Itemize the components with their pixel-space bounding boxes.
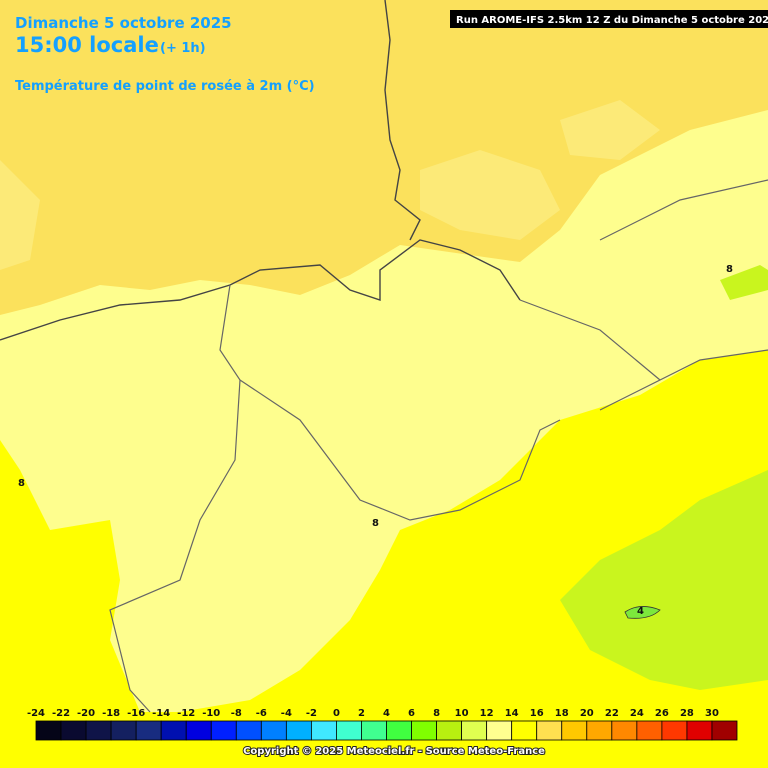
contour-label: 8 [726,264,733,275]
legend-swatch [361,720,387,741]
legend-label: -8 [231,708,242,719]
legend-label: -18 [102,708,120,719]
contour-label: 4 [637,606,644,617]
run-info: Run AROME-IFS 2.5km 12 Z du Dimanche 5 o… [456,15,768,26]
legend-swatch [110,720,137,741]
legend-label: -22 [52,708,70,719]
legend-swatch [260,720,287,741]
legend-label: -2 [306,708,317,719]
legend-swatch [586,720,613,741]
field-zone [560,265,768,690]
legend-label: -16 [127,708,145,719]
legend-label: 0 [333,708,340,719]
legend-label: 18 [555,708,569,719]
field-zone [0,350,768,768]
legend-swatch [561,720,588,741]
legend-label: 14 [505,708,519,719]
legend-swatch [461,720,488,741]
run-info-box [450,10,768,28]
legend-swatch [135,720,162,741]
field-zone [0,100,660,270]
legend-swatch [686,720,713,741]
legend-label: -12 [177,708,195,719]
legend-label: -20 [77,708,95,719]
legend-label: 16 [530,708,544,719]
legend-swatch [486,720,513,741]
legend-swatch [611,720,638,741]
legend-label: 2 [358,708,365,719]
legend-swatch [386,720,412,741]
legend-swatch [160,720,187,741]
legend-swatch [85,720,112,741]
legend-swatch [411,720,437,741]
legend-label: 26 [655,708,669,719]
legend-swatch [511,720,538,741]
forecast-date: Dimanche 5 octobre 2025 [15,14,232,32]
legend-label: -14 [152,708,170,719]
legend-swatch [210,720,237,741]
legend-label: -4 [281,708,292,719]
legend-swatch [536,720,563,741]
border-line [109,179,768,713]
copyright: Copyright © 2025 Meteociel.fr - Source M… [243,746,545,757]
color-legend: -24 -22 -20 -18 -16 -14 -12 -10 -8 -6 -4 -2 0 2 4 6 8 10 1… [27,708,738,741]
field-zone [624,606,661,619]
legend-swatch [310,720,337,741]
legend-label: 24 [630,708,644,719]
legend-label: 8 [433,708,440,719]
legend-label: 4 [383,708,390,719]
legend-label: 30 [705,708,719,719]
legend-label: 10 [455,708,469,719]
legend-swatch [185,720,212,741]
contour-label: 8 [372,518,379,529]
legend-swatch [336,720,362,741]
coastline [0,0,521,341]
legend-swatch [436,720,463,741]
legend-swatch [661,720,688,741]
legend-label: 22 [605,708,619,719]
contour-label: 8 [18,478,25,489]
legend-label: 12 [480,708,494,719]
legend-swatch [285,720,312,741]
forecast-time: 15:00 locale [15,33,159,57]
legend-label: -10 [202,708,220,719]
legend-label: 6 [408,708,415,719]
legend-swatch [235,720,262,741]
field-zone [0,0,768,315]
legend-swatch [35,720,62,741]
legend-label: -24 [27,708,45,719]
parameter-name: Température de point de rosée à 2m (°C) [15,79,315,94]
legend-label: 28 [680,708,694,719]
forecast-lead: (+ 1h) [160,41,206,56]
legend-label: -6 [256,708,267,719]
legend-swatch [60,720,87,741]
legend-swatch [636,720,663,741]
legend-label: 20 [580,708,594,719]
legend-swatch [711,720,738,741]
